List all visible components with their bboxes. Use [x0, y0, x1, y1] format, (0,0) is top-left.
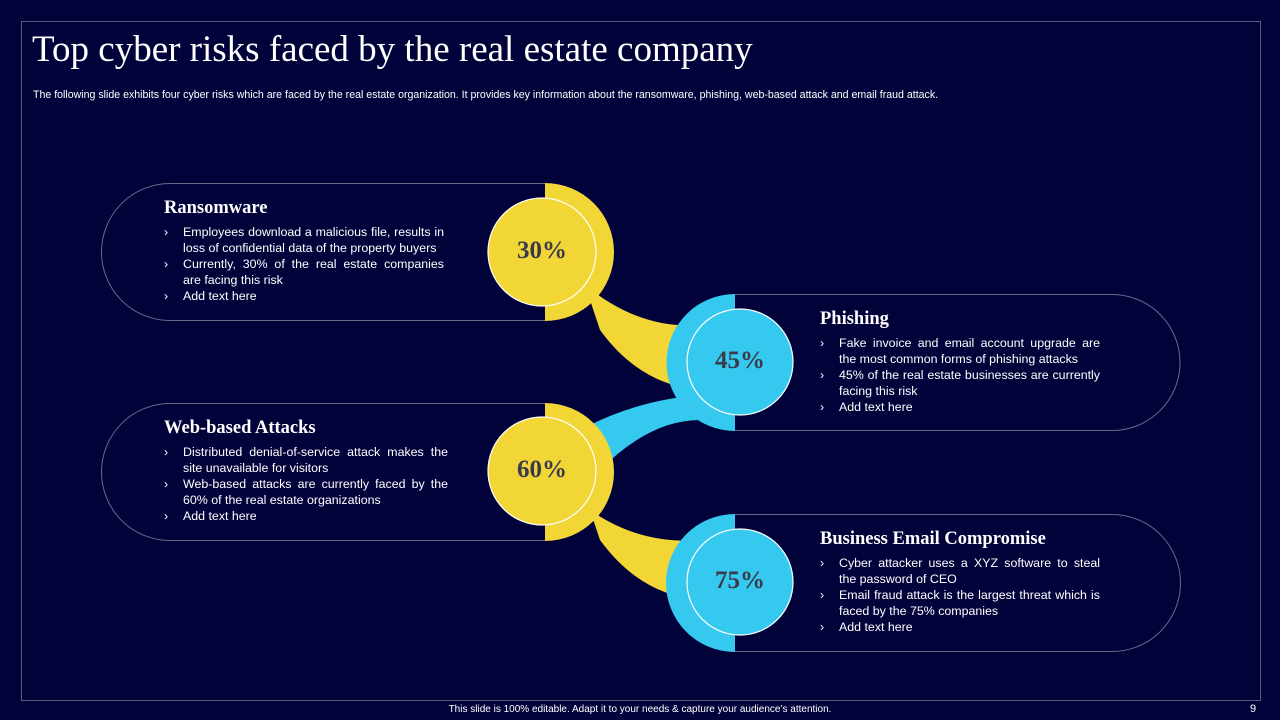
risk-title: Ransomware: [164, 198, 268, 218]
page-number: 9: [1250, 703, 1257, 715]
percent-circle: [686, 308, 794, 416]
bullet-text: Employees download a malicious file, res…: [183, 225, 444, 255]
bullet: › Fake invoice and email account upgrade …: [820, 336, 1100, 366]
title: Top cyber risks faced by the real estate…: [32, 29, 753, 70]
card-outline: [735, 514, 1181, 652]
bullet: › Add text here: [164, 509, 257, 523]
bullet: › Employees download a malicious file, re…: [164, 225, 444, 255]
card-outline: [101, 183, 545, 321]
frame: [21, 21, 1261, 701]
bullet-text: Add text here: [839, 400, 913, 414]
bullet: › Cyber attacker uses a XYZ software to s…: [820, 556, 1100, 586]
subtitle: The following slide exhibits four cyber …: [33, 89, 939, 101]
risk-title: Web-based Attacks: [164, 418, 316, 438]
risk-card: Phishing › Fake invoice and email account…: [820, 309, 1100, 415]
footer-note: This slide is 100% editable. Adapt it to…: [448, 704, 832, 715]
bullet: › 45% of the real estate businesses are c…: [820, 368, 1100, 398]
bullet: › Add text here: [820, 620, 913, 634]
risk-card: Web-based Attacks › Distributed denial-of…: [164, 418, 448, 524]
bullets: › Distributed denial-of-service attack ma…: [164, 444, 448, 524]
bullet-text: Currently, 30% of the real estate compan…: [183, 257, 444, 287]
bullet: › Distributed denial-of-service attack ma…: [164, 445, 448, 475]
percent: 75%: [715, 567, 765, 594]
bullets: › Fake invoice and email account upgrade …: [820, 335, 1100, 415]
bullet-text: Distributed denial-of-service attack mak…: [183, 445, 448, 475]
risk-title: Phishing: [820, 309, 889, 329]
percent-circle: [487, 197, 597, 307]
bullets: › Employees download a malicious file, re…: [164, 224, 444, 304]
bullet-text: Cyber attacker uses a XYZ software to st…: [839, 556, 1100, 586]
percent: 30%: [517, 237, 567, 264]
risk-card: Ransomware › Employees download a malicio…: [164, 198, 444, 304]
connector: [590, 395, 700, 470]
bullet-text: Add text here: [183, 509, 257, 523]
bullet-text: 45% of the real estate businesses are cu…: [839, 368, 1100, 398]
percent-circle: [487, 416, 597, 526]
bullet-text: Fake invoice and email account upgrade a…: [839, 336, 1100, 366]
bullet: › Email fraud attack is the largest threa…: [820, 588, 1100, 618]
bullet: › Web-based attacks are currently faced b…: [164, 477, 448, 507]
risk-card: Business Email Compromise › Cyber attacke…: [820, 529, 1100, 635]
percent: 60%: [517, 456, 567, 483]
card-outline: [101, 403, 545, 541]
bullet: › Add text here: [820, 400, 913, 414]
bullet-text: Add text here: [839, 620, 913, 634]
bullet-text: Email fraud attack is the largest threat…: [839, 588, 1100, 618]
risk-title: Business Email Compromise: [820, 529, 1046, 549]
bullet-text: Add text here: [183, 289, 257, 303]
percent: 45%: [715, 347, 765, 374]
card-outline: [735, 294, 1181, 431]
percent-circle: [686, 528, 794, 636]
bullet-text: Web-based attacks are currently faced by…: [183, 477, 448, 507]
bullets: › Cyber attacker uses a XYZ software to s…: [820, 555, 1100, 635]
bullet: › Currently, 30% of the real estate compa…: [164, 257, 444, 287]
bullet: › Add text here: [164, 289, 257, 303]
